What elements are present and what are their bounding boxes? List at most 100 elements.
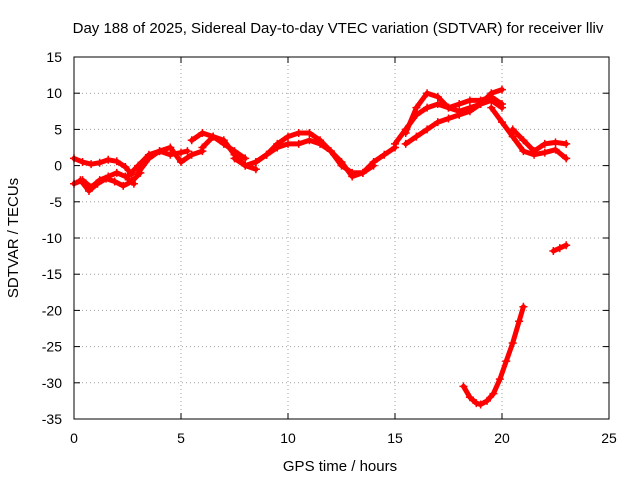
data-point xyxy=(104,155,113,164)
data-point xyxy=(433,118,442,127)
data-point xyxy=(219,136,228,145)
data-point xyxy=(465,107,474,116)
data-point xyxy=(455,100,464,109)
y-tick-label: -25 xyxy=(42,339,62,355)
data-point xyxy=(251,157,260,166)
data-point xyxy=(562,241,571,250)
data-point xyxy=(562,139,571,148)
data-point xyxy=(87,160,96,169)
data-point xyxy=(123,172,132,181)
data-point xyxy=(198,143,207,152)
data-point xyxy=(284,139,292,148)
data-point xyxy=(498,85,506,94)
data-point xyxy=(476,100,485,109)
x-tick-label: 20 xyxy=(494,430,510,446)
data-point xyxy=(187,150,196,159)
data-point xyxy=(487,96,496,105)
y-tick-label: 5 xyxy=(54,121,62,137)
data-point xyxy=(121,163,130,172)
data-point xyxy=(187,136,196,145)
series-line xyxy=(403,87,505,147)
data-point xyxy=(459,382,468,391)
data-point xyxy=(519,147,528,156)
data-point xyxy=(498,118,506,127)
data-point xyxy=(273,139,282,148)
series-line xyxy=(403,90,505,136)
data-point xyxy=(540,139,549,148)
data-point xyxy=(555,244,564,253)
data-point xyxy=(444,103,453,112)
data-point xyxy=(316,136,325,145)
data-point xyxy=(551,145,560,154)
data-point xyxy=(241,161,250,170)
data-point xyxy=(412,103,421,112)
series-track-o xyxy=(549,241,571,256)
series-track-p xyxy=(459,302,528,409)
data-point xyxy=(530,147,539,156)
data-point xyxy=(144,154,153,163)
data-point xyxy=(423,103,432,112)
data-point xyxy=(155,147,164,156)
y-tick-label: 10 xyxy=(46,85,62,101)
x-tick-label: 5 xyxy=(177,430,185,446)
data-point xyxy=(465,393,474,402)
data-point xyxy=(444,114,453,123)
series-track-m xyxy=(487,103,571,163)
data-point xyxy=(562,154,571,163)
y-tick-label: -15 xyxy=(42,266,62,282)
x-tick-label: 0 xyxy=(70,430,78,446)
data-point xyxy=(369,161,378,170)
data-point xyxy=(230,154,239,163)
data-point xyxy=(76,176,85,185)
data-point xyxy=(412,132,421,141)
data-point xyxy=(134,168,143,177)
data-point xyxy=(102,174,111,183)
data-point xyxy=(209,132,218,141)
y-tick-label: 0 xyxy=(54,158,62,174)
data-point xyxy=(540,148,549,157)
data-point xyxy=(401,139,410,148)
data-point xyxy=(177,157,185,166)
data-point xyxy=(391,139,399,148)
data-point xyxy=(401,129,410,138)
data-point xyxy=(487,103,496,112)
data-point xyxy=(495,375,504,384)
data-point xyxy=(84,186,93,195)
data-point xyxy=(110,177,119,186)
data-point xyxy=(508,125,517,134)
data-point xyxy=(348,172,357,181)
x-tick-label: 15 xyxy=(387,430,403,446)
data-point xyxy=(508,338,517,347)
x-axis-label: GPS time / hours xyxy=(283,458,397,475)
data-points xyxy=(70,85,571,409)
data-point xyxy=(433,92,442,101)
data-point xyxy=(183,147,192,156)
y-axis-label: SDTVAR / TECUs xyxy=(5,178,22,298)
data-point xyxy=(294,129,303,138)
series-track-e xyxy=(134,143,207,177)
data-point xyxy=(502,357,511,366)
data-point xyxy=(476,400,485,409)
series-track-n xyxy=(508,125,571,156)
y-tick-label: 15 xyxy=(46,49,62,65)
data-point xyxy=(483,396,492,405)
data-point xyxy=(455,110,464,119)
data-point xyxy=(241,154,250,163)
data-point xyxy=(551,138,560,147)
data-point xyxy=(498,103,506,112)
data-point xyxy=(472,399,481,408)
y-tick-label: -30 xyxy=(42,375,62,391)
x-tick-label: 10 xyxy=(280,430,296,446)
data-point xyxy=(423,89,432,98)
grid xyxy=(74,57,609,419)
data-point xyxy=(251,165,260,174)
y-tick-label: -5 xyxy=(50,194,63,210)
data-point xyxy=(487,89,496,98)
series-track-k xyxy=(401,89,506,138)
data-point xyxy=(515,317,524,326)
data-point xyxy=(433,100,442,109)
data-point xyxy=(519,136,528,145)
data-point xyxy=(127,177,136,186)
data-point xyxy=(549,247,558,256)
